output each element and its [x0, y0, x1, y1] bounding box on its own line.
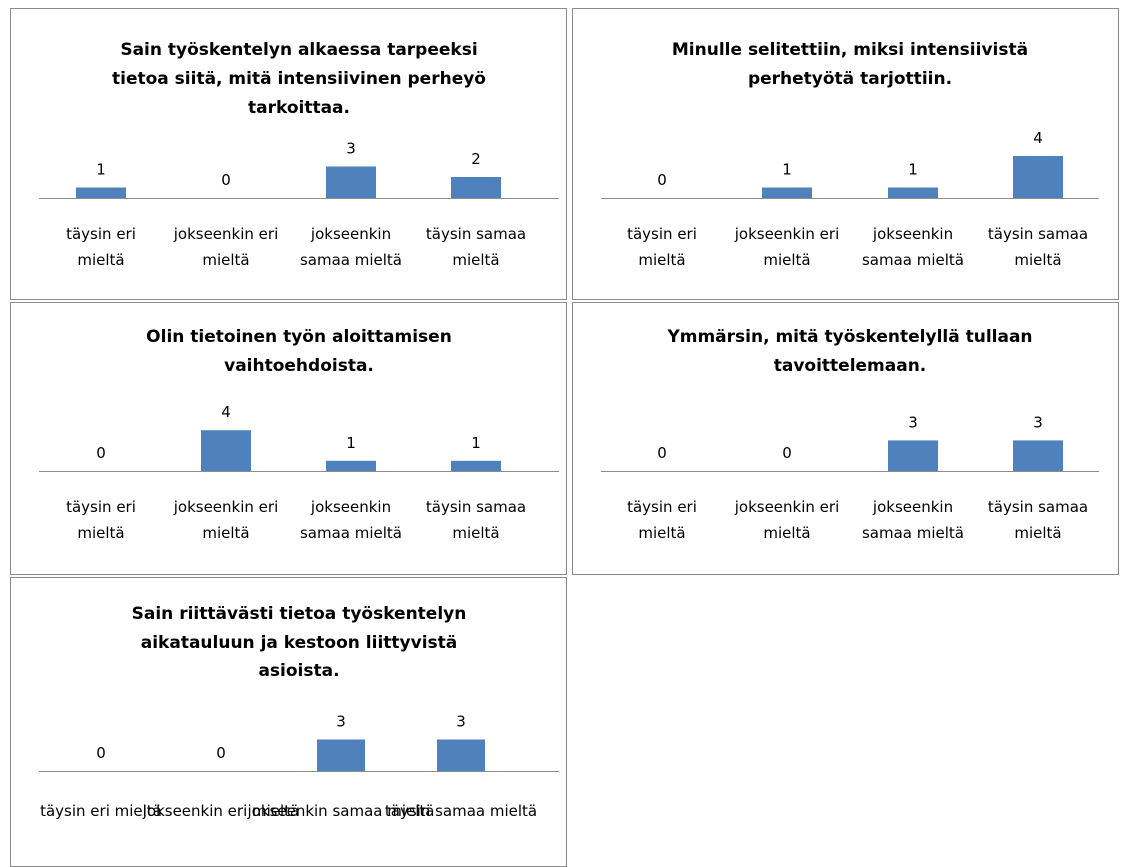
category-label: täysin samaa: [988, 225, 1088, 243]
category-label: mieltä: [77, 524, 124, 542]
category-label: täysin eri: [627, 225, 697, 243]
category-label: jokseenkin samaa mieltä: [247, 802, 435, 820]
category-label: mieltä: [763, 251, 810, 269]
chart-1-svg: Sain työskentelyn alkaessa tarpeeksi tiet…: [39, 40, 559, 269]
chart-title-line: tavoittelemaan.: [774, 356, 927, 376]
bar: [451, 460, 501, 471]
category-label: mieltä: [638, 251, 685, 269]
category-label: jokseenkin eri: [173, 225, 279, 243]
chart-title-line: asioista.: [258, 661, 339, 681]
category-label: jokseenkin eri: [173, 498, 279, 516]
data-label: 0: [782, 444, 792, 462]
data-label: 0: [216, 744, 226, 762]
chart-panel-5: Sain riittävästi tietoa työskentelyn aika…: [10, 577, 567, 867]
chart-title-line: aikatauluun ja kestoon liittyvistä: [141, 633, 458, 653]
chart-title-line: Sain työskentelyn alkaessa tarpeeksi: [120, 40, 477, 60]
chart-title-line: perhetyötä tarjottiin.: [748, 69, 952, 89]
category-label: täysin eri: [66, 498, 136, 516]
data-label: 3: [456, 713, 466, 731]
bar: [1013, 440, 1063, 471]
data-label: 0: [96, 444, 106, 462]
category-label: täysin eri: [66, 225, 136, 243]
bar: [888, 440, 938, 471]
bar: [326, 460, 376, 471]
chart-title-line: Olin tietoinen työn aloittamisen: [146, 327, 452, 347]
chart-2-svg: Minulle selitettiin, miksi intensiivistä…: [601, 40, 1099, 269]
category-label: samaa mieltä: [862, 251, 964, 269]
chart-3-svg: Olin tietoinen työn aloittamisen vaihtoeh…: [39, 327, 559, 542]
chart-title-line: vaihtoehdoista.: [224, 356, 374, 376]
category-label: täysin samaa: [426, 225, 526, 243]
category-label: jokseenkin: [310, 498, 391, 516]
bar: [317, 739, 365, 771]
category-label: täysin samaa mieltä: [385, 802, 537, 820]
category-label: täysin samaa: [426, 498, 526, 516]
data-label: 3: [908, 413, 918, 431]
chart-title-line: Minulle selitettiin, miksi intensiivistä: [672, 40, 1028, 60]
category-label: mieltä: [77, 251, 124, 269]
chart-panel-3: Olin tietoinen työn aloittamisen vaihtoeh…: [10, 302, 567, 575]
data-label: 2: [471, 150, 481, 168]
data-label: 0: [657, 171, 667, 189]
chart-title-line: tietoa siitä, mitä intensiivinen perheyö: [112, 69, 486, 89]
bar: [451, 177, 501, 198]
chart-4-svg: Ymmärsin, mitä työskentelyllä tullaan tav…: [601, 327, 1099, 542]
category-label: jokseenkin: [872, 225, 953, 243]
bar: [201, 430, 251, 471]
chart-5-svg: Sain riittävästi tietoa työskentelyn aika…: [39, 604, 559, 820]
data-label: 3: [336, 713, 346, 731]
category-label: samaa mieltä: [300, 524, 402, 542]
chart-title-line: Ymmärsin, mitä työskentelyllä tullaan: [666, 327, 1032, 347]
category-label: mieltä: [452, 251, 499, 269]
bar: [1013, 156, 1063, 198]
category-label: mieltä: [202, 251, 249, 269]
data-label: 1: [346, 434, 356, 452]
bar: [437, 739, 485, 771]
category-label: mieltä: [638, 524, 685, 542]
category-label: jokseenkin eri: [734, 498, 840, 516]
chart-title-line: tarkoittaa.: [248, 98, 350, 118]
category-label: täysin eri: [627, 498, 697, 516]
category-label: täysin samaa: [988, 498, 1088, 516]
category-label: jokseenkin eri mieltä: [142, 802, 300, 820]
category-label: mieltä: [1014, 524, 1061, 542]
bar: [326, 166, 376, 198]
category-label: jokseenkin eri: [734, 225, 840, 243]
category-label: jokseenkin: [872, 498, 953, 516]
bar: [888, 187, 938, 198]
bar: [76, 187, 126, 198]
category-label: mieltä: [452, 524, 499, 542]
category-label: samaa mieltä: [300, 251, 402, 269]
data-label: 3: [1033, 413, 1043, 431]
data-label: 0: [96, 744, 106, 762]
category-label: samaa mieltä: [862, 524, 964, 542]
category-label: mieltä: [763, 524, 810, 542]
chart-panel-1: Sain työskentelyn alkaessa tarpeeksi tiet…: [10, 8, 567, 300]
data-label: 0: [657, 444, 667, 462]
data-label: 1: [471, 434, 481, 452]
data-label: 0: [221, 171, 231, 189]
chart-panel-2: Minulle selitettiin, miksi intensiivistä…: [572, 8, 1119, 300]
category-label: mieltä: [202, 524, 249, 542]
data-label: 1: [782, 161, 792, 179]
data-label: 4: [221, 403, 231, 421]
data-label: 1: [96, 161, 106, 179]
chart-panel-4: Ymmärsin, mitä työskentelyllä tullaan tav…: [572, 302, 1119, 575]
chart-title-line: Sain riittävästi tietoa työskentelyn: [132, 604, 467, 624]
bar: [762, 187, 812, 198]
category-label: mieltä: [1014, 251, 1061, 269]
category-label: täysin eri mieltä: [40, 802, 162, 820]
category-label: jokseenkin: [310, 225, 391, 243]
data-label: 4: [1033, 129, 1043, 147]
data-label: 1: [908, 161, 918, 179]
data-label: 3: [346, 140, 356, 158]
